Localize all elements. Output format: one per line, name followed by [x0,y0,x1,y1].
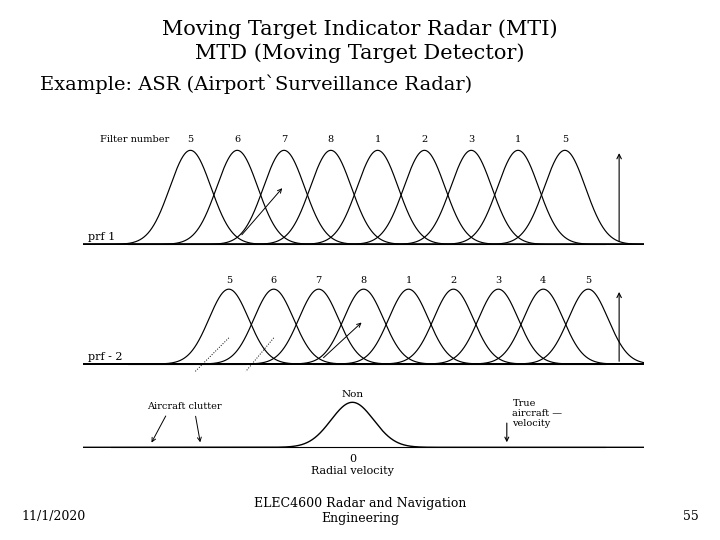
Text: 0: 0 [348,454,356,464]
Text: Moving Target Indicator Radar (MTI): Moving Target Indicator Radar (MTI) [162,19,558,38]
Text: 1: 1 [515,135,521,144]
Text: 8: 8 [361,275,366,285]
Text: Filter number: Filter number [99,135,169,144]
Text: 5: 5 [187,135,194,144]
Text: 4: 4 [540,275,546,285]
Text: True
aircraft —
velocity: True aircraft — velocity [513,399,562,428]
Text: 6: 6 [271,275,276,285]
Text: 2: 2 [421,135,428,144]
Text: 7: 7 [315,275,322,285]
Text: MTD (Moving Target Detector): MTD (Moving Target Detector) [195,43,525,63]
Text: 1: 1 [374,135,381,144]
Text: ELEC4600 Radar and Navigation
Engineering: ELEC4600 Radar and Navigation Engineerin… [254,497,466,525]
Text: Radial velocity: Radial velocity [311,466,394,476]
Text: prf - 2: prf - 2 [89,352,123,362]
Text: 5: 5 [585,275,591,285]
Text: 3: 3 [495,275,502,285]
Text: 55: 55 [683,510,698,523]
Text: 3: 3 [468,135,474,144]
Text: Example: ASR (Airport`Surveillance Radar): Example: ASR (Airport`Surveillance Radar… [40,75,472,94]
Text: 2: 2 [450,275,456,285]
Text: 5: 5 [562,135,568,144]
Text: 5: 5 [226,275,232,285]
Text: 11/1/2020: 11/1/2020 [22,510,86,523]
Text: 8: 8 [328,135,334,144]
Text: Aircraft clutter: Aircraft clutter [147,402,221,411]
Text: prf 1: prf 1 [89,232,116,241]
Text: 7: 7 [281,135,287,144]
Text: 6: 6 [234,135,240,144]
Text: 1: 1 [405,275,412,285]
Text: Non: Non [341,390,364,399]
